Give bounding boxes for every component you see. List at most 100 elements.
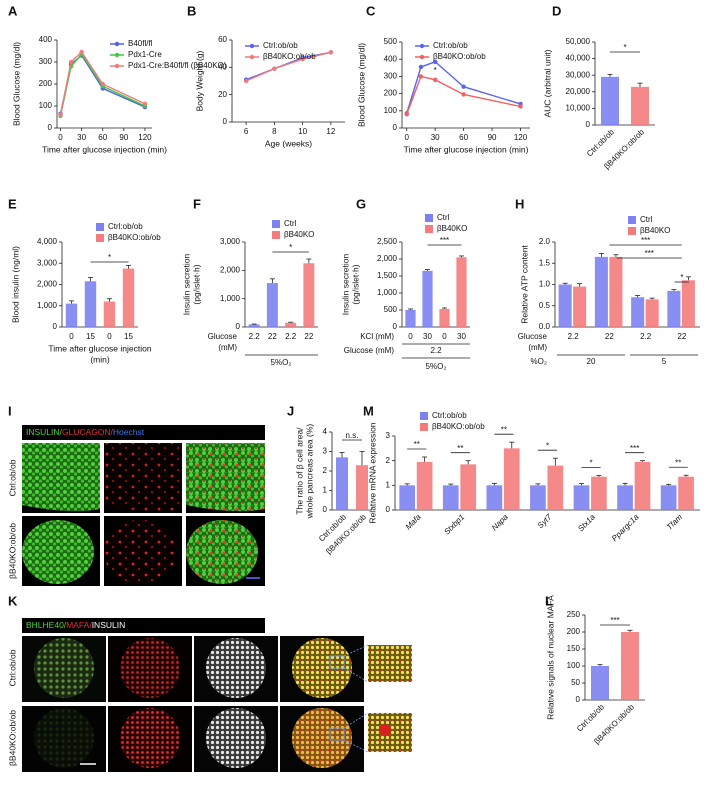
legend-label: βB40KO <box>437 224 467 233</box>
legend-swatch <box>425 225 433 233</box>
bar <box>558 284 572 327</box>
point <box>68 59 74 65</box>
sig-label: * <box>546 441 549 450</box>
footer-label: 20 <box>587 357 596 366</box>
bar <box>439 308 450 327</box>
legend-label: Ctrl <box>437 213 450 222</box>
x-tick-label: Ctrl:ob/ob <box>575 702 606 733</box>
legend-label: Ctrl:ob/ob <box>263 41 298 50</box>
legend-marker <box>419 54 425 60</box>
y-tick-label: 100 <box>384 106 398 115</box>
x-tick-label: Ctrl:ob/ob <box>585 127 616 158</box>
bar <box>667 290 681 327</box>
x-tick-label: 60 <box>459 133 468 142</box>
y-tick-label: 3 <box>323 447 328 456</box>
sig-label: ** <box>675 458 681 467</box>
x-tick-label: Syt7 <box>536 512 554 530</box>
y-tick-label: 2,000 <box>37 280 58 289</box>
sig-label: ** <box>457 444 463 453</box>
legend-label: βB40KO:ob/ob <box>432 422 485 431</box>
bar <box>530 485 546 510</box>
y-tick-label: 1,000 <box>37 301 58 310</box>
x-tick-label: 2.2 <box>285 332 297 341</box>
x-tick-label: 120 <box>138 133 152 142</box>
y-tick-label: 0 <box>48 123 53 132</box>
sig-label: *** <box>630 444 639 453</box>
point <box>404 112 409 117</box>
y-tick-label: 200 <box>567 627 581 636</box>
bar <box>573 286 587 327</box>
x-tick-label: Stxbp1 <box>442 513 466 537</box>
bar <box>609 256 623 327</box>
sig-label: ** <box>414 440 420 449</box>
y-tick-label: 150 <box>567 644 581 653</box>
y-tick-label: 0.5 <box>539 301 551 310</box>
x-tick-label: Stx1a <box>576 512 597 533</box>
legend-label: Ctrl:ob/ob <box>433 41 468 50</box>
x-axis-label: (min) <box>90 354 110 364</box>
bar <box>456 257 467 327</box>
sig-label: * <box>590 459 593 468</box>
point <box>461 84 466 89</box>
sig-label: * <box>623 43 626 52</box>
y-tick-label: 3 <box>386 431 391 440</box>
series-line <box>245 51 332 82</box>
header-part: BHLHE40/ <box>26 620 67 630</box>
bar <box>601 76 619 125</box>
bar <box>631 86 649 125</box>
y-tick-label: 0 <box>586 120 591 129</box>
y-axis-label: Body Weight (g) <box>194 50 204 111</box>
bar <box>594 256 608 327</box>
point <box>272 66 277 71</box>
y-tick-label: 2,000 <box>377 254 398 263</box>
point <box>418 64 424 70</box>
y-tick-label: 0 <box>323 505 328 514</box>
footer-label: (mM) <box>218 343 237 352</box>
legend-label: Ctrl:ob/ob <box>108 222 143 231</box>
sig-label: * <box>108 253 111 262</box>
legend-swatch <box>425 214 433 222</box>
sig-label: ** <box>501 425 507 434</box>
legend-marker <box>419 43 425 49</box>
legend-label: Ctrl <box>284 219 297 228</box>
legend-label: βB40KO:ob/ob <box>433 52 486 61</box>
bar <box>460 464 477 510</box>
header-part: INSULIN <box>92 620 126 630</box>
y-tick-label: 1,500 <box>377 271 398 280</box>
point <box>142 101 148 107</box>
legend-label: βB40KO:ob/ob <box>108 233 161 242</box>
y-tick-label: 500 <box>384 37 398 46</box>
x-tick-label: 90 <box>119 133 128 142</box>
x-tick-label: 15 <box>124 332 133 341</box>
y-tick-label: 2 <box>386 456 391 465</box>
panel-label: F <box>193 196 201 211</box>
x-axis-label: Time after glucose injection (min) <box>42 144 167 154</box>
y-tick-label: 30,000 <box>566 70 591 79</box>
x-tick-label: 30 <box>431 133 440 142</box>
point <box>432 59 438 64</box>
y-tick-label: 2.0 <box>539 237 551 246</box>
y-tick-label: 200 <box>384 89 398 98</box>
x-tick-label: 0 <box>442 332 447 341</box>
legend-swatch <box>628 227 636 235</box>
y-tick-label: 40,000 <box>566 54 591 63</box>
legend-marker <box>249 54 255 60</box>
legend-swatch <box>272 220 280 228</box>
legend-label: Pdx1-Cre <box>128 50 162 59</box>
panel-label: J <box>287 403 294 418</box>
row-label: βB40KO:ob/ob <box>7 710 17 766</box>
y-tick-label: 60 <box>218 35 227 44</box>
panel-label: H <box>515 196 524 211</box>
x-tick-label: Tfam <box>665 512 684 531</box>
legend-marker <box>114 41 120 47</box>
bar <box>84 281 97 327</box>
x-tick-label: 12 <box>326 127 335 136</box>
x-axis-label: Age (weeks) <box>265 138 312 148</box>
sig-label: *** <box>440 236 449 245</box>
y-tick-label: 50 <box>571 678 580 687</box>
y-tick-label: 2,500 <box>377 237 398 246</box>
legend-swatch <box>420 412 428 420</box>
legend-swatch <box>420 423 428 431</box>
bar <box>503 448 520 510</box>
